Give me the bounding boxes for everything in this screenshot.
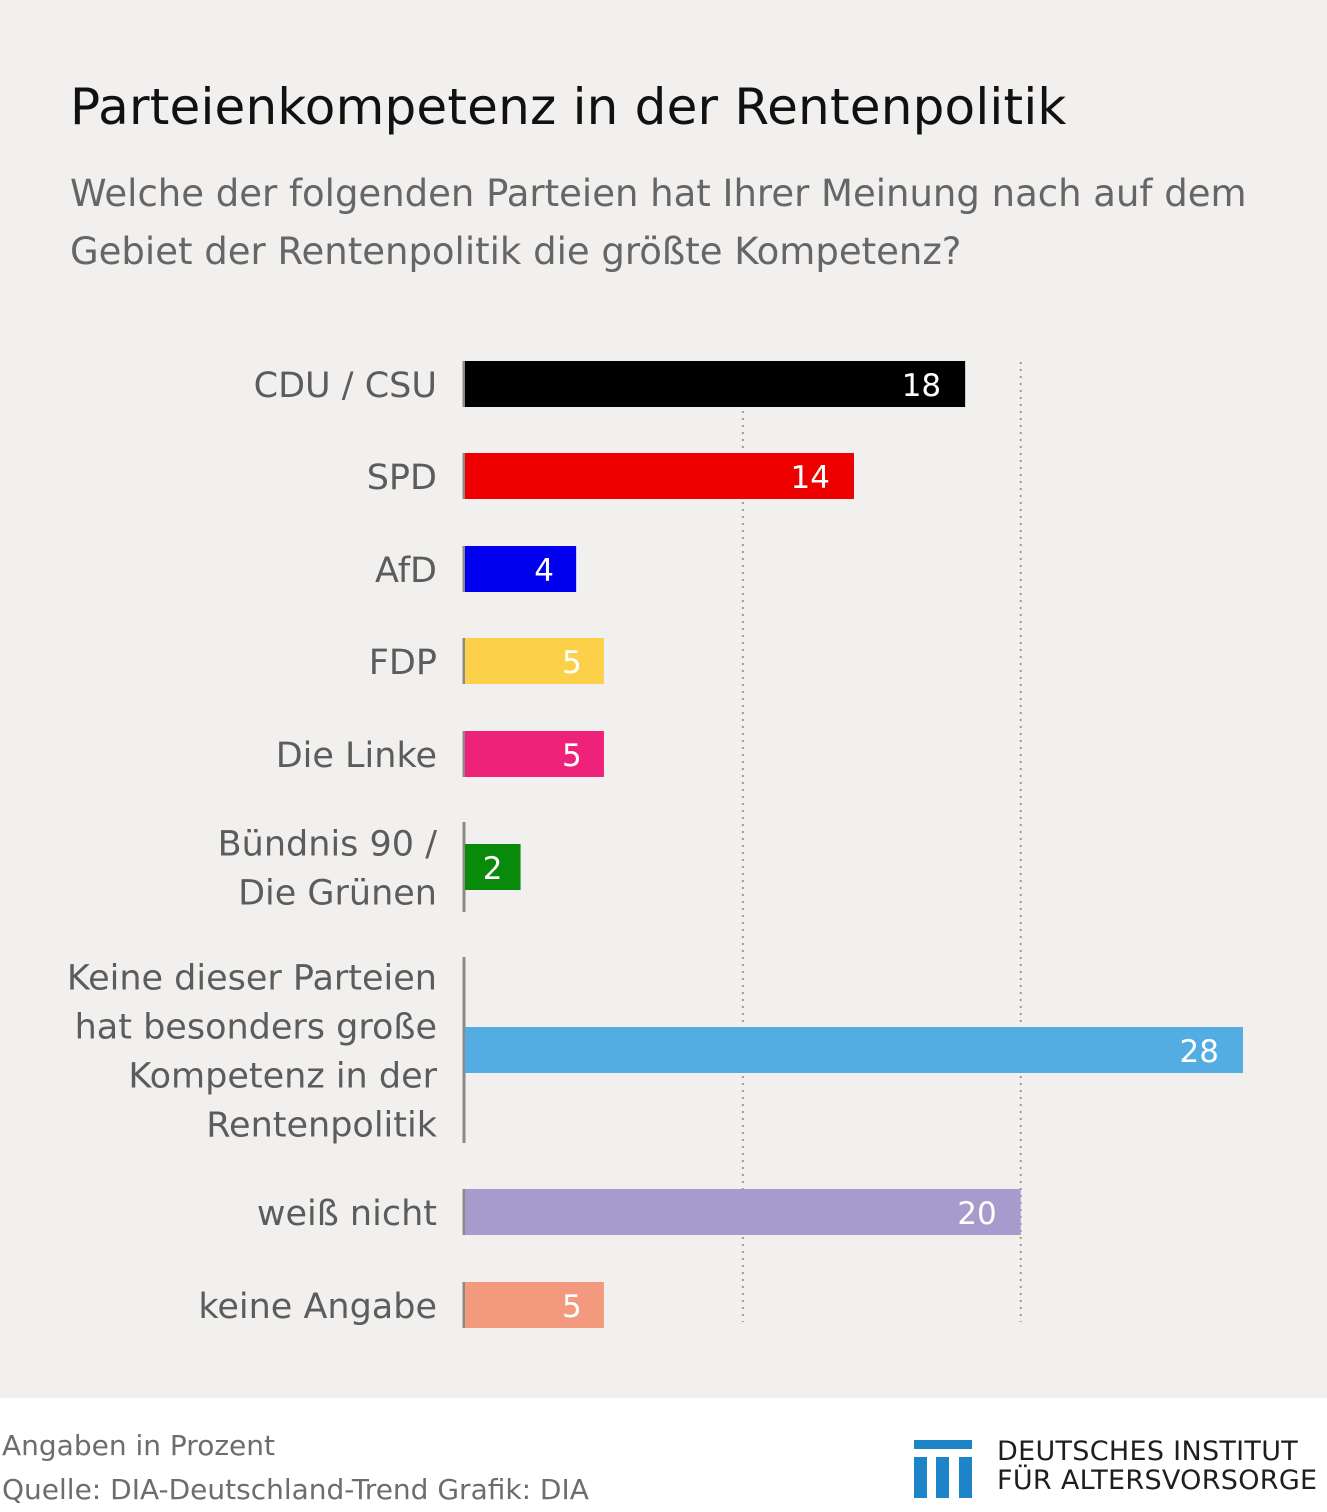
dia-columns-logo-icon <box>914 1440 972 1498</box>
value-label: 14 <box>791 460 830 496</box>
category-label: keine Angabe <box>198 1287 437 1327</box>
logo-column-1 <box>914 1457 927 1498</box>
category-label: SPD <box>367 458 437 498</box>
bar <box>465 1027 1243 1073</box>
bar <box>465 638 604 684</box>
unit-note: Angaben in Prozent <box>2 1429 275 1462</box>
bars <box>465 361 1243 1328</box>
bar <box>465 1189 1021 1235</box>
category-label: CDU / CSU <box>254 366 437 406</box>
category-label-line: CDU / CSU <box>254 366 437 406</box>
category-labels: CDU / CSU SPD AfD FDP Die Linke Bündnis 90 / D… <box>67 366 438 1327</box>
category-label-line: Kompetenz in der <box>128 1057 437 1097</box>
logo-column-3 <box>959 1457 972 1498</box>
value-label: 20 <box>957 1196 996 1232</box>
value-label: 5 <box>562 738 582 774</box>
category-label: AfD <box>375 551 437 591</box>
value-label: 18 <box>902 368 941 404</box>
value-label: 5 <box>562 645 582 681</box>
category-label-line: Die Linke <box>276 736 437 776</box>
chart-subtitle: Welche der folgenden Parteien hat Ihrer … <box>70 172 1247 273</box>
logo-column-2 <box>936 1457 949 1498</box>
category-label: Die Linke <box>276 736 437 776</box>
gridlines <box>741 362 1022 1322</box>
bar <box>465 731 604 777</box>
value-label: 4 <box>534 553 554 589</box>
category-label-line: Rentenpolitik <box>206 1106 437 1146</box>
source-note: Quelle: DIA-Deutschland-Trend Grafik: DI… <box>2 1473 589 1506</box>
category-label-line: SPD <box>367 458 437 498</box>
category-label-line: Bündnis 90 / <box>218 825 438 865</box>
value-label: 5 <box>562 1289 582 1325</box>
logo-bar-top <box>914 1440 972 1449</box>
category-label-line: FDP <box>369 643 437 683</box>
bar <box>465 1282 604 1328</box>
bar <box>465 844 521 890</box>
dia-logo: DEUTSCHES INSTITUT FÜR ALTERSVORSORGE <box>914 1437 1324 1498</box>
footer: Angaben in Prozent Quelle: DIA-Deutschla… <box>2 1424 589 1512</box>
category-label: Bündnis 90 / Die Grünen <box>218 825 438 914</box>
value-label: 2 <box>483 851 503 887</box>
category-label-line: hat besonders große <box>75 1008 437 1048</box>
category-label-line: AfD <box>375 551 437 591</box>
logo-line-2: FÜR ALTERSVORSORGE <box>997 1465 1318 1496</box>
bar <box>465 546 577 592</box>
logo-text: DEUTSCHES INSTITUT FÜR ALTERSVORSORGE <box>997 1437 1317 1495</box>
category-label-line: keine Angabe <box>198 1287 437 1327</box>
category-label-line: Die Grünen <box>238 874 437 914</box>
category-label-line: Keine dieser Parteien <box>67 959 437 999</box>
bar <box>465 453 854 499</box>
value-label: 28 <box>1180 1034 1219 1070</box>
logo-line-1: DEUTSCHES INSTITUT <box>997 1436 1299 1467</box>
bar-chart: CDU / CSU SPD AfD FDP Die Linke Bündnis 90 / D… <box>67 361 1243 1328</box>
chart-panel <box>0 0 1327 1398</box>
category-label: Keine dieser Parteien hat besonders große… <box>67 959 438 1146</box>
category-label: FDP <box>369 643 437 683</box>
chart-title: Parteienkompetenz in der Rentenpolitik <box>70 78 1067 136</box>
category-label: weiß nicht <box>257 1194 437 1234</box>
value-labels: 18 14 4 5 5 2 28 20 5 <box>483 368 1219 1325</box>
category-label-line: weiß nicht <box>257 1194 437 1234</box>
bar <box>465 361 966 407</box>
